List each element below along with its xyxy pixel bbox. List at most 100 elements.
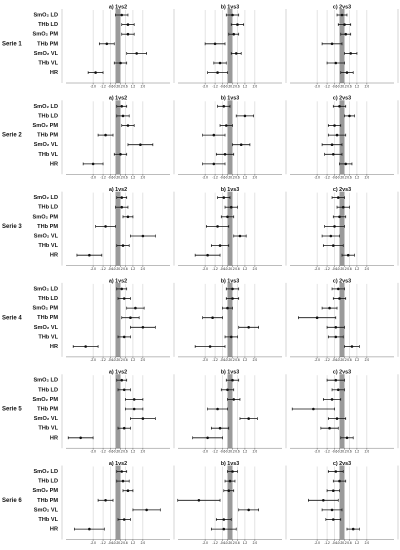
trivial-band [227,282,233,357]
effect-point [105,42,109,46]
effect-point [350,345,354,348]
row-label: THb VL [38,426,58,432]
effect-point [120,287,124,291]
effect-point [141,234,145,238]
effect-point [104,133,107,137]
row-label: SmO₂ PM [33,123,59,129]
effect-point [141,417,145,420]
x-tick-label: -0.6 [332,450,338,454]
panel-title: a) 1vs2 [109,278,127,284]
x-tick-label: -1.2 [100,84,106,88]
x-tick-label: 0.2 [342,84,347,88]
x-tick-label: 0.6 [123,176,128,180]
panel-title: a) 1vs2 [109,187,127,193]
panel-title: a) 1vs2 [109,461,127,467]
x-tick-label: 0.2 [342,541,347,545]
effect-point [243,114,247,118]
x-tick-label: -0.6 [332,541,338,545]
x-tick-label: -1.2 [212,267,218,271]
panel-title: a) 1vs2 [109,4,127,10]
x-tick-label: -2.0 [314,176,320,180]
x-tick-label: 1.2 [355,358,360,362]
effect-point [122,518,126,521]
trivial-band [115,9,121,83]
x-tick-label: -0.6 [108,84,114,88]
effect-point [126,32,130,36]
x-tick-label: 0.6 [235,84,240,88]
effect-point [351,527,355,531]
x-tick-label: -2.0 [90,267,96,271]
x-tick-label: 1.2 [131,176,136,180]
x-tick-label: -0.6 [332,358,338,362]
x-tick-label: 0.2 [342,176,347,180]
x-tick-label: 2.0 [253,84,258,88]
effect-point [126,489,130,493]
x-tick-label: 0.6 [347,176,352,180]
x-tick-label: -0.2 [337,358,343,362]
row-label: SmO₂ LD [33,195,58,201]
row-label: SmO₂ VL [34,233,59,239]
x-tick-label: -2.0 [202,176,208,180]
effect-point [126,23,130,26]
effect-point [222,518,226,521]
serie-label: Serie 2 [2,133,22,139]
row-label: SmO₂ PM [33,488,59,494]
x-tick-label: 2.0 [253,267,258,271]
panel-title: c) 2vs3 [333,370,351,376]
x-tick-label: -2.0 [202,267,208,271]
x-tick-label: -1.2 [324,267,330,271]
row-label: SmO₂ VL [34,51,59,57]
x-tick-label: 2.0 [253,450,258,454]
row-label: SmO₂ VL [34,142,59,148]
x-tick-label: 1.2 [243,541,248,545]
effect-point [247,508,250,512]
x-tick-label: -1.2 [324,450,330,454]
trivial-band [115,374,121,449]
x-tick-label: -0.6 [220,267,226,271]
x-tick-label: -1.2 [100,176,106,180]
effect-point [229,205,233,209]
effect-point [104,499,107,502]
effect-point [348,114,351,118]
x-tick-label: -2.0 [90,358,96,362]
effect-point [336,196,340,199]
effect-point [334,61,338,65]
x-tick-label: -0.2 [113,176,119,180]
x-tick-label: 2.0 [141,541,146,545]
effect-point [239,143,243,146]
panel-title: c) 2vs3 [333,187,351,193]
x-tick-label: -2.0 [314,541,320,545]
x-tick-label: -1.2 [100,450,106,454]
effect-point [218,61,222,65]
row-label: SmO₂ PM [33,397,59,403]
effect-point [247,326,250,329]
x-tick-label: -0.2 [225,358,231,362]
serie-label: Serie 6 [2,498,22,504]
effect-point [330,42,334,46]
row-label: HR [50,253,58,259]
trivial-band [115,465,121,540]
x-tick-label: 2.0 [365,541,370,545]
effect-point [122,335,126,339]
effect-point [238,234,242,238]
x-tick-label: -1.2 [324,358,330,362]
effect-point [222,196,226,199]
x-tick-label: 0.2 [118,176,123,180]
trivial-band [339,282,345,357]
row-label: THb PM [37,315,58,321]
effect-point [231,378,234,382]
x-tick-label: -0.6 [332,176,338,180]
x-tick-label: -1.2 [100,358,106,362]
effect-point [212,162,216,166]
row-label: THb VL [38,334,58,340]
row-label: THb LD [38,479,58,485]
row-label: SmO₂ LD [33,286,58,292]
effect-point [247,417,250,420]
effect-point [338,297,341,300]
x-tick-label: 1.2 [131,267,136,271]
x-tick-label: -2.0 [314,84,320,88]
x-tick-label: 0.6 [235,358,240,362]
effect-point [224,124,228,127]
effect-point [120,378,124,382]
effect-point [345,436,349,440]
